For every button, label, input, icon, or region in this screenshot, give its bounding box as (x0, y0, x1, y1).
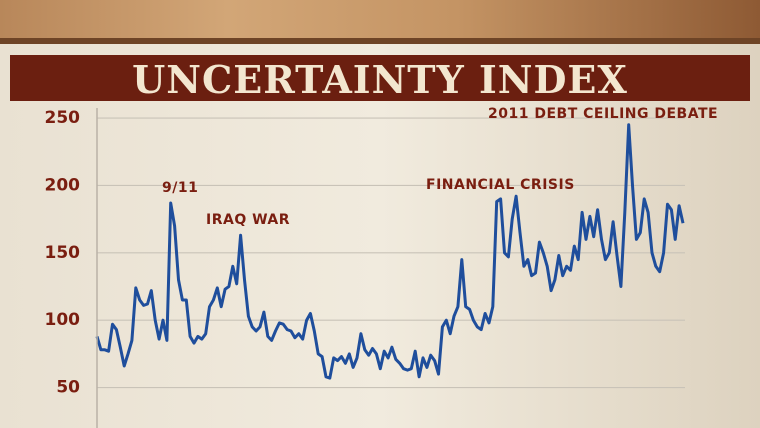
annotation: 2011 DEBT CEILING DEBATE (488, 106, 718, 122)
y-tick-label: 250 (45, 108, 81, 128)
annotation: 9/11 (162, 180, 198, 196)
annotation: IRAQ WAR (206, 212, 290, 228)
top-band (0, 0, 760, 42)
chart-title: UNCERTAINTY INDEX (132, 57, 628, 102)
y-tick-label: 50 (56, 378, 80, 398)
plot-area: 50 100 150 200 250 9/11 IRAQ WAR FINANCIAL CRIS… (45, 106, 718, 398)
title-banner (10, 55, 750, 101)
y-tick-label: 200 (45, 175, 81, 195)
y-tick-label: 100 (45, 310, 81, 330)
data-line (95, 123, 685, 380)
annotation: FINANCIAL CRISIS (426, 177, 575, 193)
top-band-edge (0, 38, 760, 44)
y-tick-label: 150 (45, 243, 81, 263)
